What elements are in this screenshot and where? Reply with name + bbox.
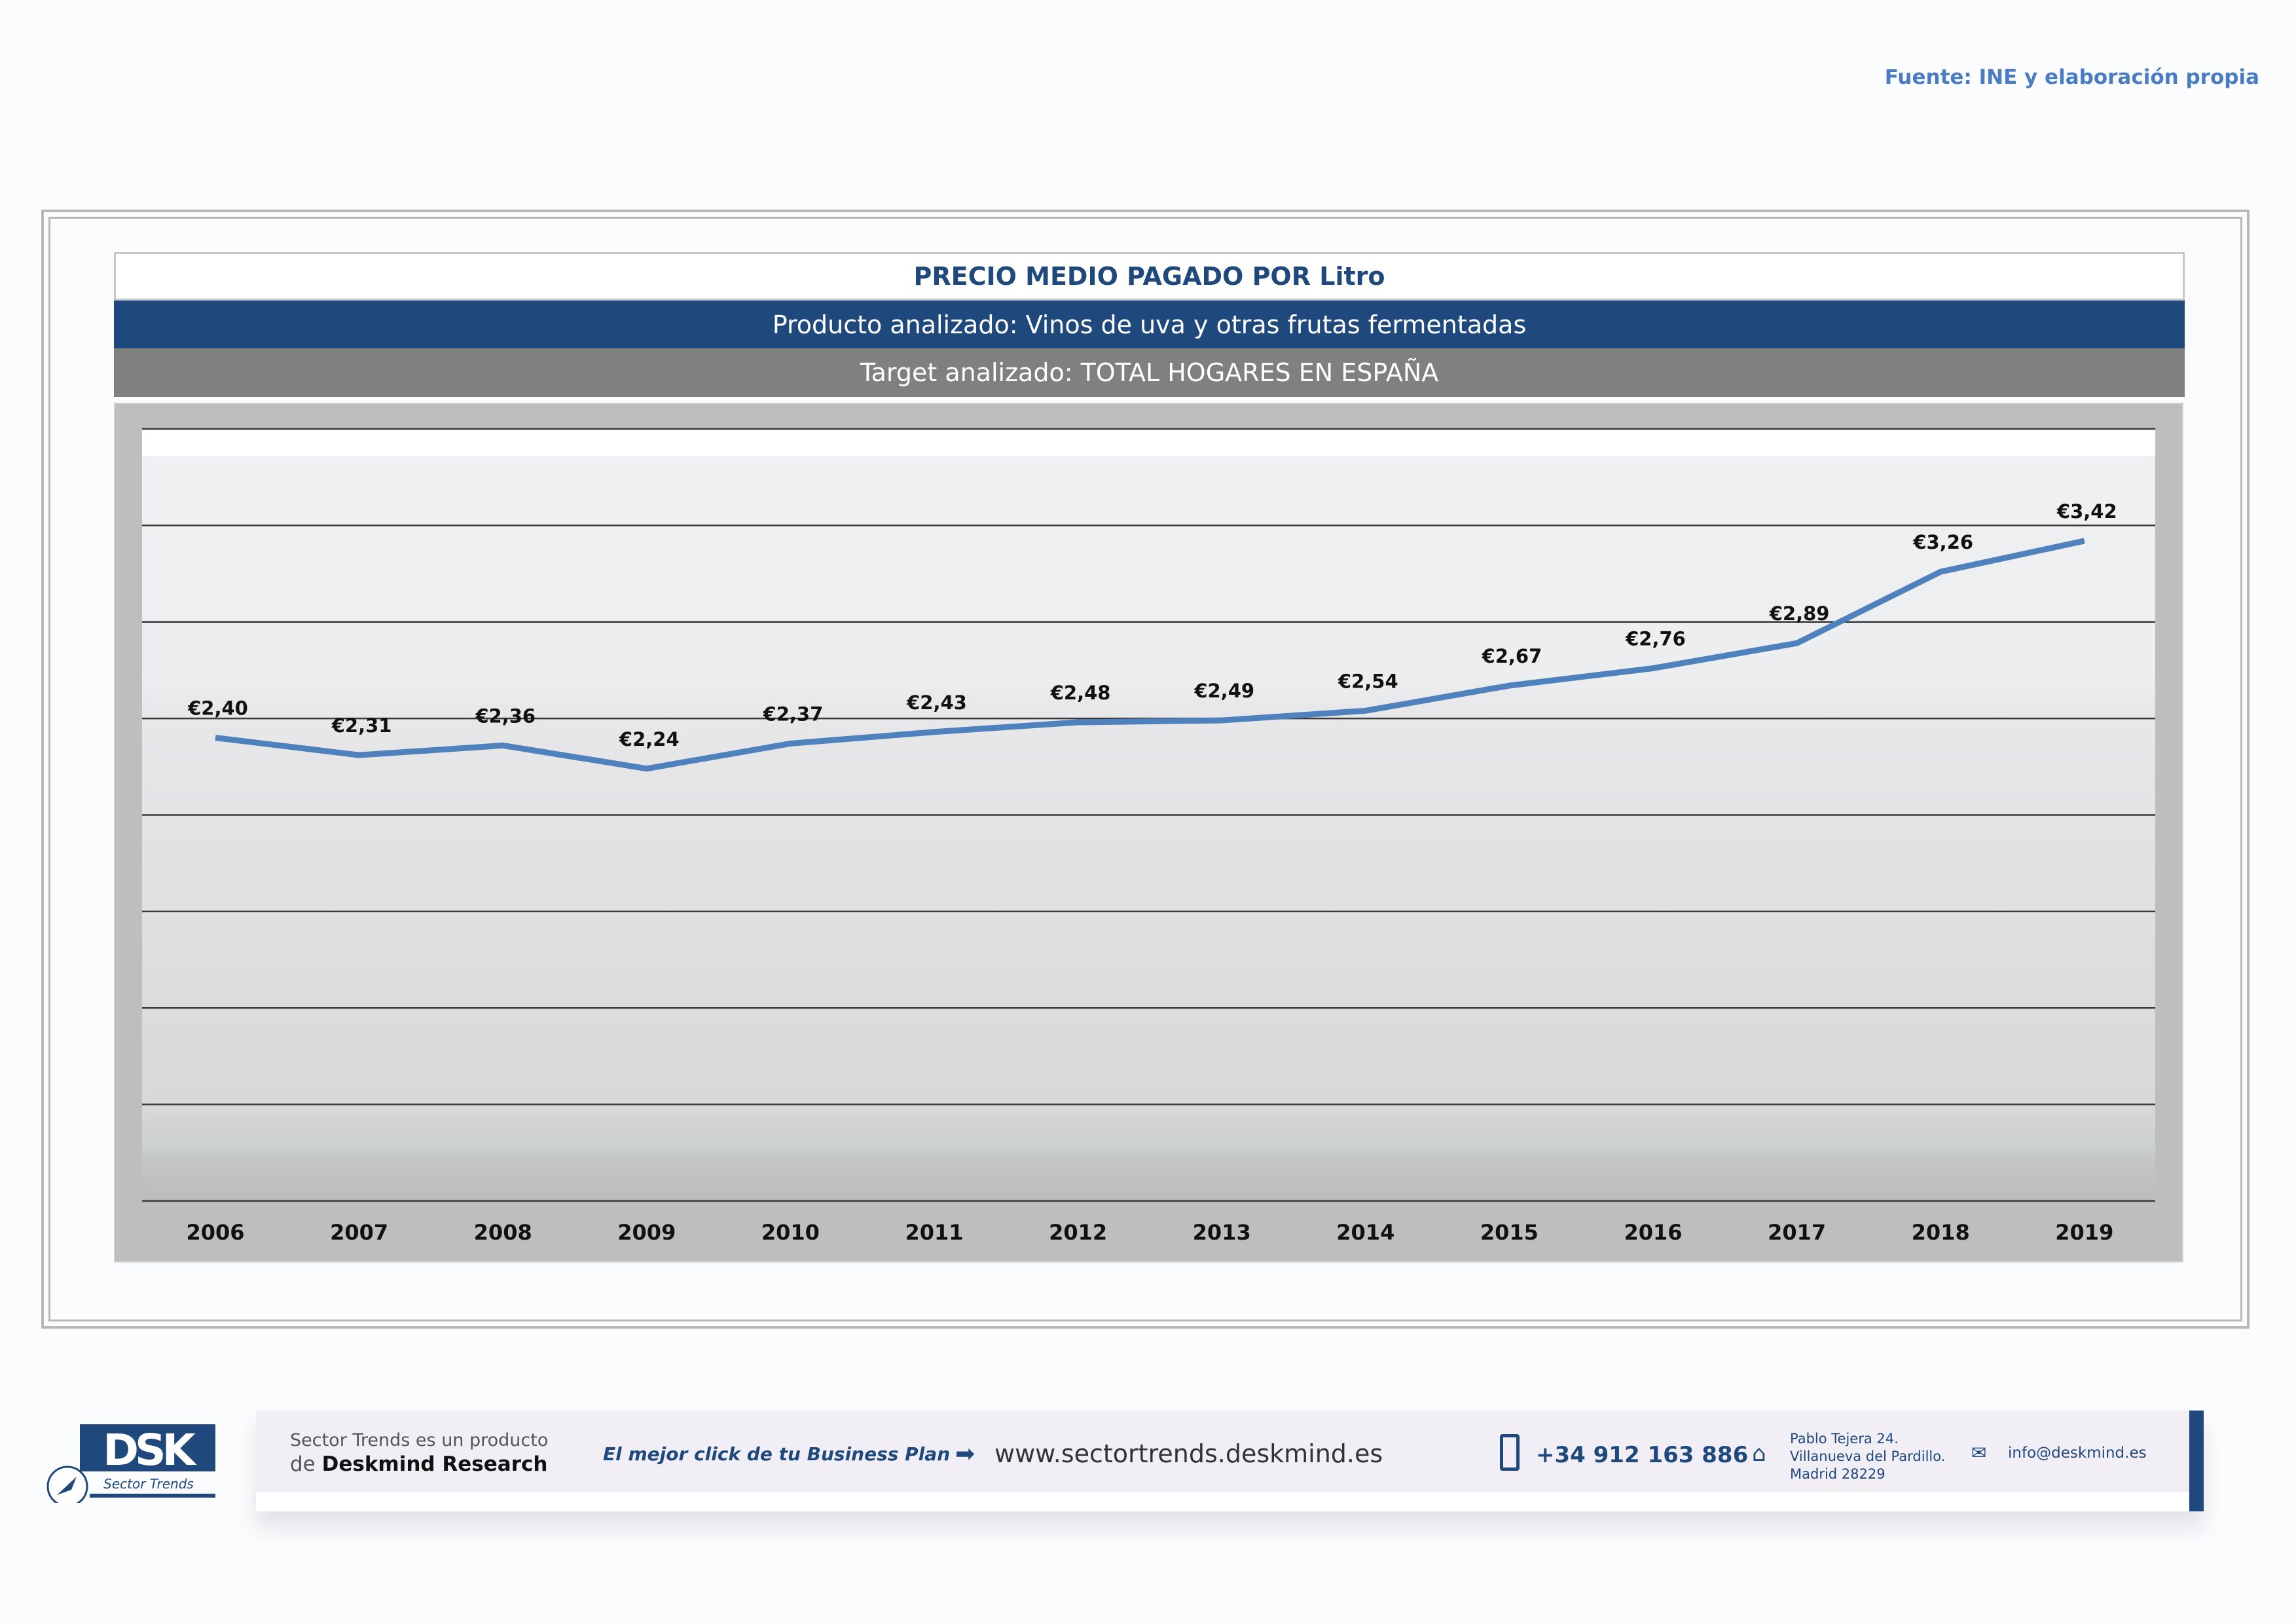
data-label: €2,48 — [1050, 682, 1111, 704]
data-label: €3,42 — [2056, 500, 2117, 523]
dsk-logo: DSK Sector Trends — [44, 1424, 215, 1507]
address-line1: Pablo Tejera 24. — [1790, 1431, 1899, 1447]
website-link[interactable]: www.sectortrends.deskmind.es — [994, 1439, 1383, 1468]
data-label: €2,89 — [1769, 602, 1830, 625]
data-label: €3,26 — [1912, 531, 1973, 553]
data-label: €2,43 — [906, 692, 967, 714]
data-label: €2,24 — [619, 728, 680, 750]
target-banner: Target analizado: TOTAL HOGARES EN ESPAÑ… — [114, 348, 2185, 397]
data-label: €2,36 — [475, 705, 536, 727]
price-line — [215, 538, 2085, 772]
x-tick-label: 2011 — [905, 1220, 963, 1245]
website-arrow-icon: ➡ — [955, 1441, 975, 1467]
x-tick-label: 2007 — [330, 1220, 388, 1245]
address-line3: Madrid 28229 — [1790, 1466, 1886, 1482]
x-tick-label: 2015 — [1480, 1220, 1539, 1245]
x-tick-label: 2010 — [761, 1220, 820, 1245]
x-tick-label: 2013 — [1193, 1220, 1251, 1245]
chart-frame — [41, 210, 2250, 1329]
x-tick-label: 2017 — [1768, 1220, 1826, 1245]
svg-text:Sector Trends: Sector Trends — [103, 1476, 194, 1492]
data-label: €2,67 — [1482, 645, 1542, 667]
x-tick-label: 2018 — [1912, 1220, 1970, 1245]
product-brand: Deskmind Research — [321, 1452, 548, 1476]
home-icon: ⌂ — [1752, 1441, 1766, 1467]
x-tick-label: 2008 — [474, 1220, 532, 1245]
chart-title: PRECIO MEDIO PAGADO POR Litro — [114, 252, 2185, 301]
address-line2: Villanueva del Pardillo. — [1790, 1449, 1946, 1464]
x-tick-label: 2019 — [2055, 1220, 2113, 1245]
x-tick-label: 2006 — [186, 1220, 244, 1245]
x-tick-label: 2016 — [1624, 1220, 1682, 1245]
product-line1: Sector Trends es un producto — [290, 1430, 549, 1450]
phone-icon — [1500, 1434, 1520, 1471]
data-label: €2,54 — [1338, 670, 1398, 692]
data-label: €2,31 — [331, 714, 392, 737]
data-label: €2,40 — [187, 697, 248, 720]
x-tick-label: 2014 — [1336, 1220, 1394, 1245]
data-label: €2,37 — [763, 703, 824, 725]
x-tick-label: 2009 — [617, 1220, 676, 1245]
source-note: Fuente: INE y elaboración propia — [1884, 65, 2259, 89]
svg-text:DSK: DSK — [103, 1425, 197, 1475]
email-link[interactable]: info@deskmind.es — [2008, 1445, 2147, 1462]
slogan: El mejor click de tu Business Plan — [603, 1443, 951, 1465]
phone-number[interactable]: +34 912 163 886 — [1536, 1442, 1749, 1468]
footer-banner: Sector Trends es un producto de Deskmind… — [256, 1411, 2204, 1511]
product-banner: Producto analizado: Vinos de uva y otras… — [114, 301, 2185, 348]
data-label: €2,76 — [1625, 627, 1686, 650]
email-icon: ✉ — [1971, 1442, 1987, 1464]
x-tick-label: 2012 — [1049, 1220, 1107, 1245]
product-line2-prefix: de — [290, 1452, 316, 1476]
data-label: €2,49 — [1194, 680, 1254, 702]
